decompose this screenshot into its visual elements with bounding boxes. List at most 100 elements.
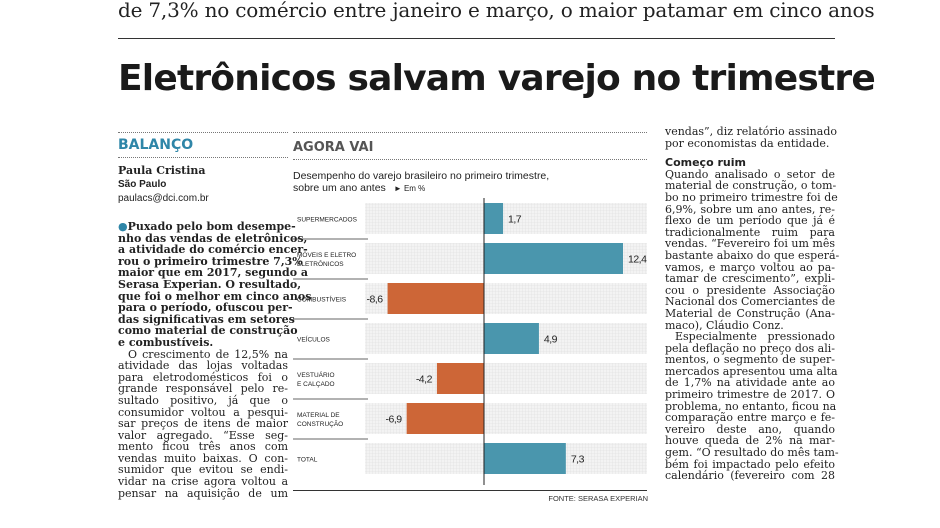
subheading: Começo ruim xyxy=(665,157,835,169)
text-line: pensar na aquisição de um xyxy=(118,486,288,500)
row-background xyxy=(365,363,647,394)
text-line-content: comparação entre março e fe- xyxy=(665,411,835,425)
text-line: cou o presidente Associação xyxy=(665,283,835,297)
chart-subtitle-line: sobre um ano antes xyxy=(293,182,386,194)
text-line-content: vereiro deste ano, quando xyxy=(665,422,835,436)
category-label: SUPERMERCADOS xyxy=(297,217,358,224)
text-line-content: pensar na aquisição de um xyxy=(118,486,288,500)
text-line: valor agregado. “Esse seg- xyxy=(118,429,288,442)
text-line: vereiro deste ano, quando xyxy=(665,424,835,436)
text-line: que foi o melhor em cinco anos xyxy=(118,290,311,303)
text-line: bém foi impactado pelo efeito xyxy=(665,457,835,471)
text-line-content: vidar na crise agora voltou a xyxy=(118,475,288,489)
divider xyxy=(293,132,647,133)
text-line: 6,9%, sobre um ano antes, re- xyxy=(665,202,835,216)
text-line-content: sar preços de itens de maior xyxy=(118,417,288,431)
text-line: vamos, e março voltou ao pa- xyxy=(665,260,835,274)
chart-title: AGORA VAI xyxy=(293,140,374,155)
category-label: MÓVEIS E ELETRO xyxy=(297,250,356,259)
text-line-content: consumidor voltou a pesqui- xyxy=(118,405,288,419)
text-line-content: vendas. “Fevereiro foi um mês xyxy=(665,237,835,251)
text-line: pela deflação no preço dos ali- xyxy=(665,342,835,355)
category-label: COMBUSTÍVEIS xyxy=(297,295,347,304)
category-label: TOTAL xyxy=(297,457,318,464)
data-label: 7,3 xyxy=(571,454,585,466)
text-line: vendas”, diz relatório assinado xyxy=(665,125,837,138)
text-line-content: flexo de um período que já é xyxy=(665,214,835,228)
text-line-content: bastante abaixo do que esperá- xyxy=(665,248,840,262)
category-label: CONSTRUÇÃO xyxy=(297,419,343,428)
bar xyxy=(484,243,623,274)
category-label: VESTUÁRIO xyxy=(297,370,335,379)
chart-subtitle: Desempenho do varejo brasileiro no prime… xyxy=(293,170,549,195)
text-line: Serasa Experian. O resultado, xyxy=(118,279,301,291)
text-line-content: houve queda de 2% na mar- xyxy=(665,434,835,448)
text-line-content: por economistas da entidade. xyxy=(665,136,830,150)
text-line: vendas. “Fevereiro foi um mês xyxy=(665,238,835,250)
bar xyxy=(387,283,484,314)
text-line: consumidor voltou a pesqui- xyxy=(118,405,288,419)
chart-source: FONTE: SERASA EXPERIAN xyxy=(548,494,648,503)
text-line: O crescimento de 12,5% na xyxy=(118,347,288,361)
text-line: calendário (fevereiro com 28 xyxy=(665,470,835,482)
text-line-content: tamar de crescimento”, expli- xyxy=(665,272,835,286)
text-line-content: O crescimento de 12,5% na xyxy=(128,347,288,361)
text-line: vendas muito baixas. O con- xyxy=(118,453,288,465)
data-label: -6,9 xyxy=(386,414,403,426)
text-line-content: Serasa Experian. O resultado, xyxy=(118,277,302,291)
text-line: problema, no entanto, ficou na xyxy=(665,399,837,413)
text-line-content: vendas”, diz relatório assinado xyxy=(665,125,837,138)
text-line-content: bo no primeiro trimestre foi de xyxy=(665,190,838,204)
bar xyxy=(484,443,566,474)
text-line-content: Nacional dos Comerciantes de xyxy=(665,295,836,309)
text-line-content: maco), Cláudio Conz. xyxy=(665,318,784,332)
data-label: 1,7 xyxy=(508,214,522,226)
text-line-content: das significativas em setores xyxy=(118,312,295,326)
text-line-content: bém foi impactado pelo efeito xyxy=(665,457,835,471)
text-line-content: para eletrodomésticos foi o xyxy=(118,370,288,384)
text-line-content: de 1,7% na atividade ante ao xyxy=(665,376,835,390)
text-line-content: nho das vendas de eletrônicos, xyxy=(118,231,308,245)
divider xyxy=(118,132,288,133)
text-line-content: problema, no entanto, ficou na xyxy=(665,399,837,413)
text-line: Material de Construção (Ana- xyxy=(665,308,835,320)
category-label: VEÍCULOS xyxy=(297,335,331,344)
text-line-content: Começo ruim xyxy=(665,156,746,170)
data-label: -4,2 xyxy=(416,374,433,386)
text-line-content: grande responsável pelo re- xyxy=(118,382,288,396)
text-line: mento ficou três anos com xyxy=(118,441,288,453)
data-label: 12,4 xyxy=(628,254,647,266)
text-line-content: a atividade do comércio encer- xyxy=(118,243,308,257)
divider xyxy=(118,38,835,39)
text-line: para eletrodomésticos foi o xyxy=(118,370,288,384)
text-line-content: vamos, e março voltou ao pa- xyxy=(665,260,835,274)
text-line: Nacional dos Comerciantes de xyxy=(665,296,835,308)
bar xyxy=(484,323,539,354)
divider xyxy=(293,159,647,160)
text-line: mentos, o segmento de super- xyxy=(665,354,835,366)
text-line: e combustíveis. xyxy=(118,337,288,349)
bar xyxy=(484,203,504,234)
text-line-content: cou o presidente Associação xyxy=(665,283,835,297)
text-line-content: Quando analisado o setor de xyxy=(665,167,835,181)
text-line-content: primeiro trimestre de 2017. O xyxy=(665,388,835,402)
text-line: Especialmente pressionado xyxy=(665,331,835,343)
text-line: das significativas em setores xyxy=(118,313,295,326)
left-column-body: ●Puxado pelo bom desempe-nho das vendas … xyxy=(118,221,311,500)
text-line-content: atividade das lojas voltadas xyxy=(118,359,288,373)
text-line-content: Puxado pelo bom desempe- xyxy=(127,220,296,233)
text-line: mercados apresentou uma alta xyxy=(665,366,838,378)
text-line: por economistas da entidade. xyxy=(665,136,835,150)
text-line-content: rou o primeiro trimestre 7,3% xyxy=(118,254,303,268)
text-line: de 1,7% na atividade ante ao xyxy=(665,377,835,389)
author-email[interactable]: paulacs@dci.com.br xyxy=(118,193,209,204)
text-line: tradicionalmente ruim para xyxy=(665,226,835,239)
right-column-body: vendas”, diz relatório assinado por econo… xyxy=(665,125,839,482)
text-line: gem. “O resultado do mês tam- xyxy=(665,447,839,459)
text-line: atividade das lojas voltadas xyxy=(118,360,288,372)
deck-subheadline: de 7,3% no comércio entre janeiro e març… xyxy=(118,0,875,22)
text-line-content: 6,9%, sobre um ano antes, re- xyxy=(665,202,835,216)
data-label: -8,6 xyxy=(367,294,384,306)
category-label: ELETRÔNICOS xyxy=(297,259,344,268)
